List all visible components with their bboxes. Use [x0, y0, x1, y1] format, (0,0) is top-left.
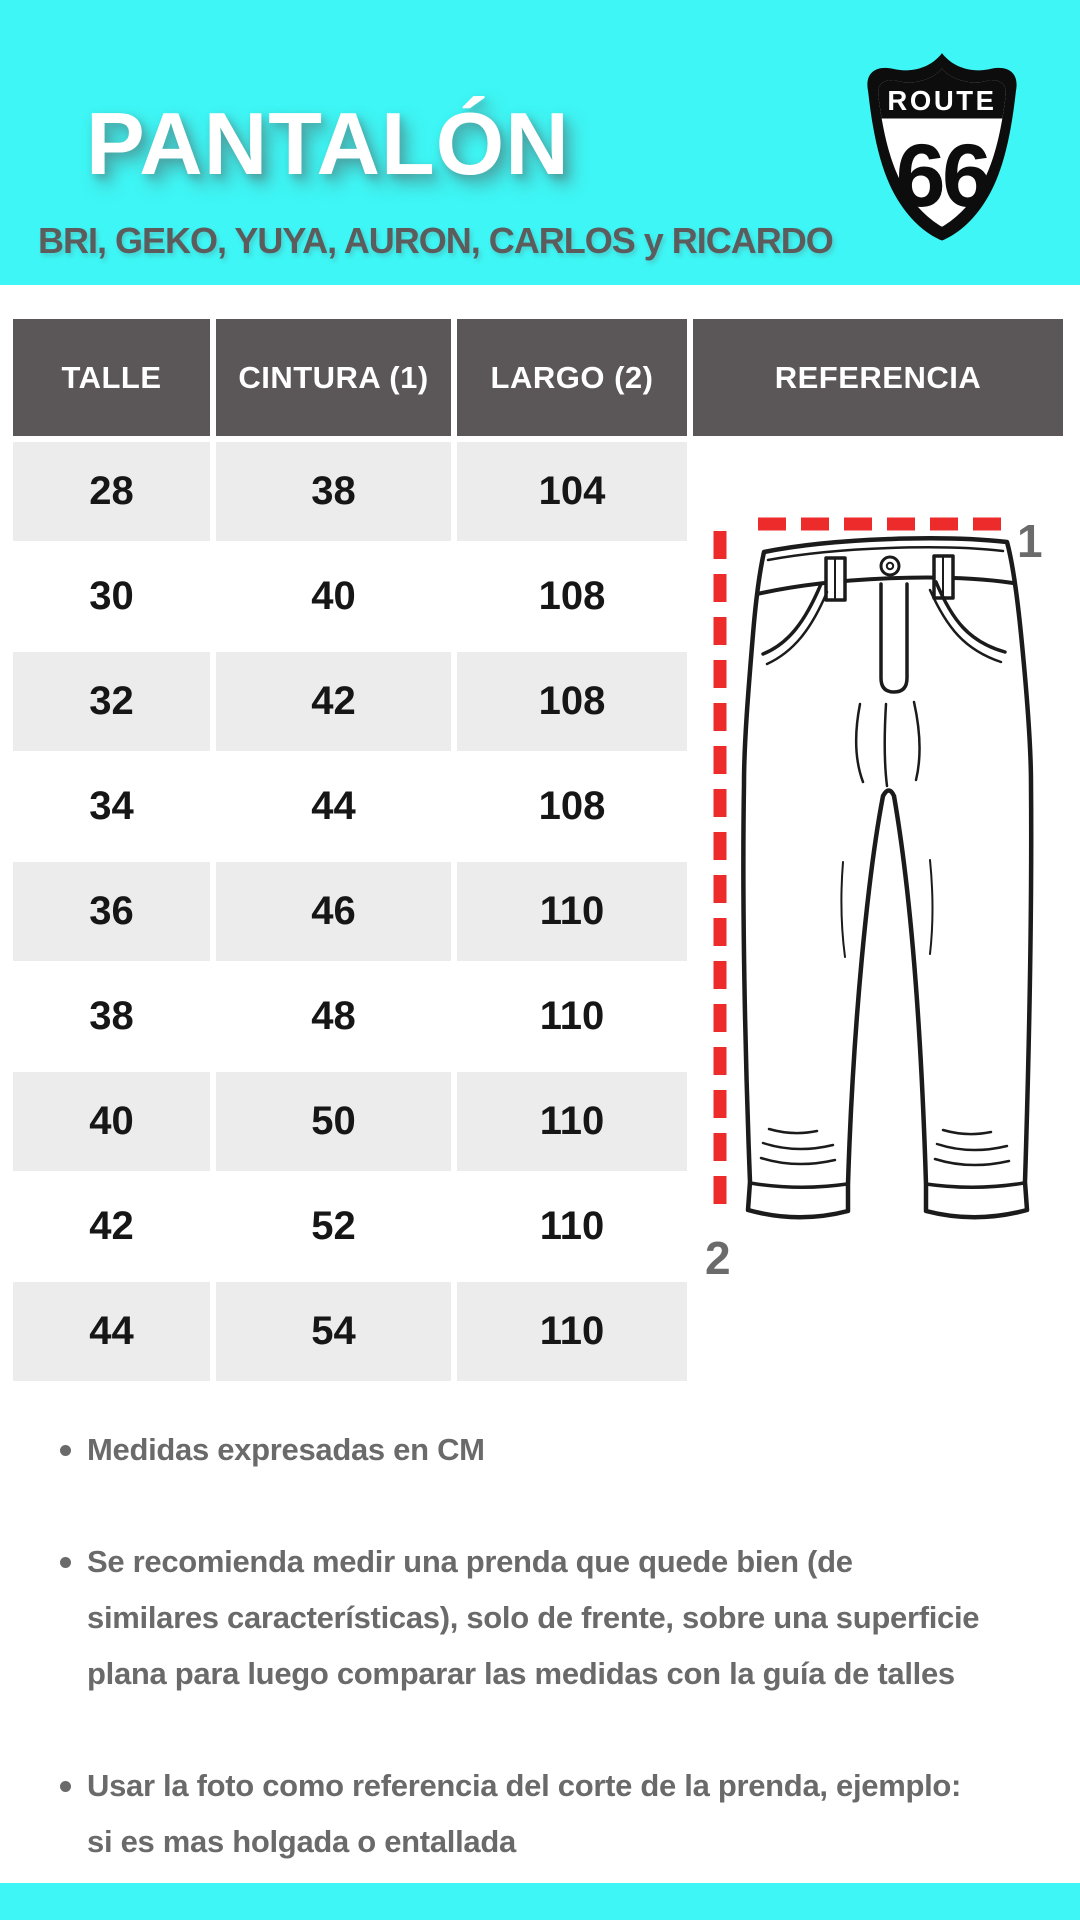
cell-talle: 42: [13, 1177, 210, 1276]
cell-talle: 40: [13, 1072, 210, 1171]
banner: PANTALÓN BRI, GEKO, YUYA, AURON, CARLOS …: [0, 0, 1080, 285]
cell-talle: 28: [13, 442, 210, 541]
cell-largo: 108: [457, 652, 687, 751]
table-row: 44 54 110: [13, 1282, 1063, 1381]
note-item: Usar la foto como referencia del corte d…: [60, 1758, 1060, 1870]
note-item: Se recomienda medir una prenda que quede…: [60, 1534, 1060, 1702]
cell-talle: 44: [13, 1282, 210, 1381]
page-title: PANTALÓN: [86, 94, 570, 193]
cell-largo: 104: [457, 442, 687, 541]
cell-cintura: 48: [216, 967, 451, 1066]
waist-measure-label: 1: [1017, 515, 1043, 567]
table-row: 30 40 108: [13, 547, 1063, 646]
cell-largo: 108: [457, 547, 687, 646]
header-largo: LARGO (2): [457, 319, 687, 436]
cell-largo: 110: [457, 1072, 687, 1171]
header-cintura: CINTURA (1): [216, 319, 451, 436]
cell-talle: 34: [13, 757, 210, 856]
cell-talle: 38: [13, 967, 210, 1066]
cell-cintura: 54: [216, 1282, 451, 1381]
table-row: 28 38 104: [13, 442, 1063, 1381]
footer-strip: [0, 1883, 1080, 1920]
logo-number-text: 66: [896, 125, 989, 225]
pants-reference-figure: 1 2: [693, 442, 1063, 1381]
notes-list: Medidas expresadas en CM Se recomienda m…: [60, 1422, 1060, 1870]
route-66-logo-icon: ROUTE 66: [867, 53, 1017, 241]
reference-cell: 1 2: [693, 442, 1063, 1381]
cell-largo: 110: [457, 1177, 687, 1276]
table-row: 32 42 108: [13, 652, 1063, 751]
table-row: 42 52 110: [13, 1177, 1063, 1276]
header-talle: TALLE: [13, 319, 210, 436]
logo-route-text: ROUTE: [887, 85, 996, 116]
cell-cintura: 52: [216, 1177, 451, 1276]
cell-talle: 32: [13, 652, 210, 751]
table-header-row: TALLE CINTURA (1) LARGO (2) REFERENCIA: [13, 319, 1063, 436]
pants-drawing-icon: [713, 517, 1034, 1220]
cell-cintura: 44: [216, 757, 451, 856]
cell-cintura: 50: [216, 1072, 451, 1171]
header-referencia: REFERENCIA: [693, 319, 1063, 436]
cell-largo: 110: [457, 862, 687, 961]
note-item: Medidas expresadas en CM: [60, 1422, 1060, 1478]
cell-cintura: 42: [216, 652, 451, 751]
cell-largo: 110: [457, 1282, 687, 1381]
cell-largo: 110: [457, 967, 687, 1066]
cell-talle: 36: [13, 862, 210, 961]
cell-talle: 30: [13, 547, 210, 646]
table-row: 34 44 108: [13, 757, 1063, 856]
length-measure-label: 2: [705, 1232, 731, 1284]
cell-cintura: 46: [216, 862, 451, 961]
table-row: 40 50 110: [13, 1072, 1063, 1171]
cell-cintura: 40: [216, 547, 451, 646]
cell-cintura: 38: [216, 442, 451, 541]
page-subtitle: BRI, GEKO, YUYA, AURON, CARLOS y RICARDO: [38, 220, 834, 261]
table-row: 36 46 110: [13, 862, 1063, 961]
table-row: 38 48 110: [13, 967, 1063, 1066]
size-table: TALLE CINTURA (1) LARGO (2) REFERENCIA 2…: [7, 313, 1069, 1387]
cell-largo: 108: [457, 757, 687, 856]
